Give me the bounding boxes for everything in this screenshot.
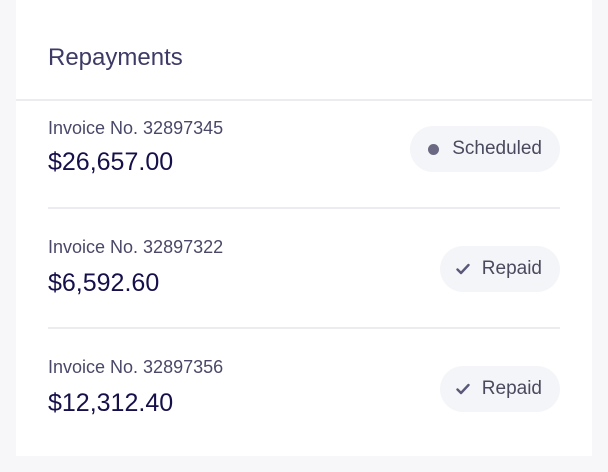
repayment-row[interactable]: Invoice No. 32897322 $6,592.60 Repaid: [48, 209, 560, 329]
dot-icon: [426, 143, 440, 155]
row-divider: [48, 327, 560, 329]
repayment-row[interactable]: Invoice No. 32897356 $12,312.40 Repaid: [48, 329, 560, 449]
amount: $12,312.40: [48, 389, 174, 417]
repayments-card: Repayments Invoice No. 32897345 $26,657.…: [16, 0, 592, 456]
repayment-row[interactable]: Invoice No. 32897345 $26,657.00 Schedule…: [48, 100, 560, 209]
check-icon: [456, 383, 470, 395]
invoice-number: Invoice No. 32897356: [48, 357, 224, 377]
status-badge: Repaid: [439, 366, 560, 412]
amount: $26,657.00: [48, 148, 174, 176]
row-divider: [48, 207, 560, 209]
card-title: Repayments: [48, 44, 183, 71]
invoice-number: Invoice No. 32897322: [48, 237, 224, 257]
status-label: Repaid: [481, 258, 542, 279]
status-label: Repaid: [481, 378, 542, 399]
header-divider: [16, 99, 592, 101]
status-badge: Repaid: [439, 246, 560, 292]
invoice-number: Invoice No. 32897345: [48, 118, 224, 138]
status-badge: Scheduled: [410, 126, 560, 172]
status-label: Scheduled: [452, 138, 542, 159]
check-icon: [456, 263, 470, 275]
amount: $6,592.60: [48, 269, 160, 297]
